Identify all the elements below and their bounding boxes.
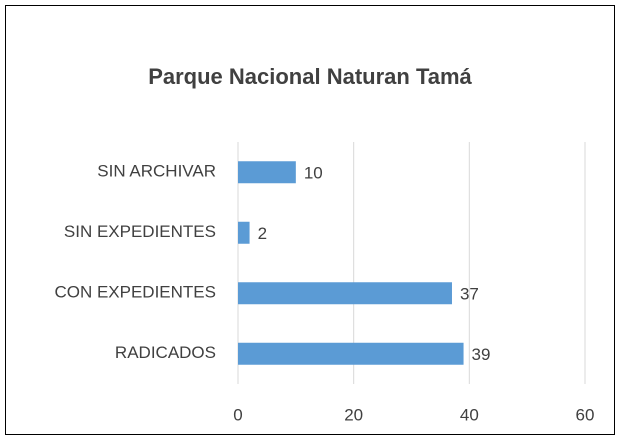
bar [238,282,452,305]
y-tick-label: CON EXPEDIENTES [54,283,216,302]
x-tick-label: 20 [344,405,363,424]
data-label: 10 [304,164,323,183]
data-label: 39 [472,345,491,364]
data-label: 2 [258,224,267,243]
bar [238,221,250,244]
y-tick-label: RADICADOS [115,343,216,362]
x-tick-label: 0 [233,405,242,424]
x-tick-label: 40 [460,405,479,424]
y-tick-label: SIN ARCHIVAR [97,162,216,181]
bar [238,161,296,184]
chart-title: Parque Nacional Naturan Tamá [148,64,472,89]
data-label: 37 [460,285,479,304]
y-tick-label: SIN EXPEDIENTES [64,222,216,241]
bar [238,342,464,365]
x-tick-label: 60 [576,405,595,424]
